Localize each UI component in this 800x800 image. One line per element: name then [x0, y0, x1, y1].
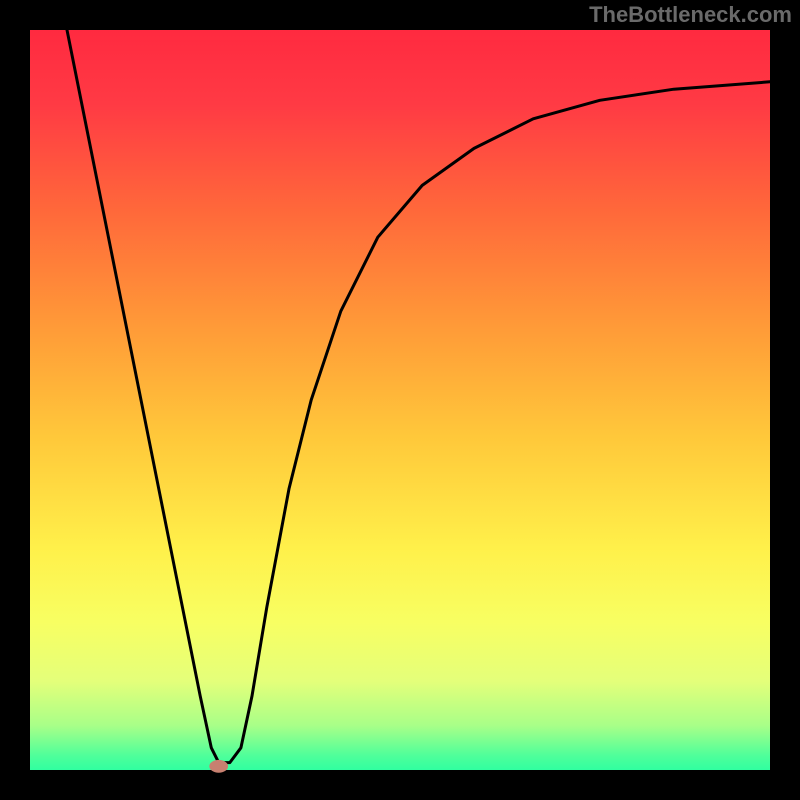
bottleneck-chart	[0, 0, 800, 800]
minimum-marker	[210, 760, 228, 772]
watermark-label: TheBottleneck.com	[589, 2, 792, 28]
chart-container: TheBottleneck.com	[0, 0, 800, 800]
